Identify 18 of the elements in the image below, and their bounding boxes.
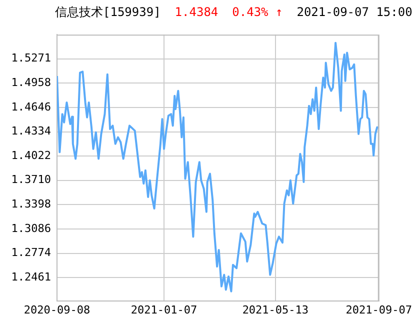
y-tick-label: 1.4646: [11, 100, 51, 114]
x-tick-label: 2021-05-13: [242, 303, 309, 316]
y-tick-label: 1.3086: [11, 222, 51, 235]
text: 2021-09-07 15:00: [296, 5, 412, 19]
text: 1.4384: [174, 5, 218, 19]
y-tick-label: 1.4958: [11, 76, 51, 89]
y-tick-label: 1.4022: [11, 148, 51, 162]
text: 0.43% ↑: [232, 5, 283, 19]
x-tick-label: 2021-09-07: [346, 303, 412, 316]
y-tick-label: 1.4334: [11, 124, 52, 138]
y-tick-label: 1.2774: [11, 246, 52, 260]
x-tick-label: 2021-01-07: [130, 303, 198, 316]
y-tick-label: 1.3710: [11, 173, 51, 186]
x-tick-label: 2020-09-08: [24, 303, 90, 316]
y-tick-label: 1.5271: [11, 52, 51, 65]
chart-title: 信息技术[159939]: [55, 5, 161, 19]
y-tick-label: 1.2461: [11, 270, 51, 284]
y-tick-label: 1.3398: [11, 198, 51, 211]
